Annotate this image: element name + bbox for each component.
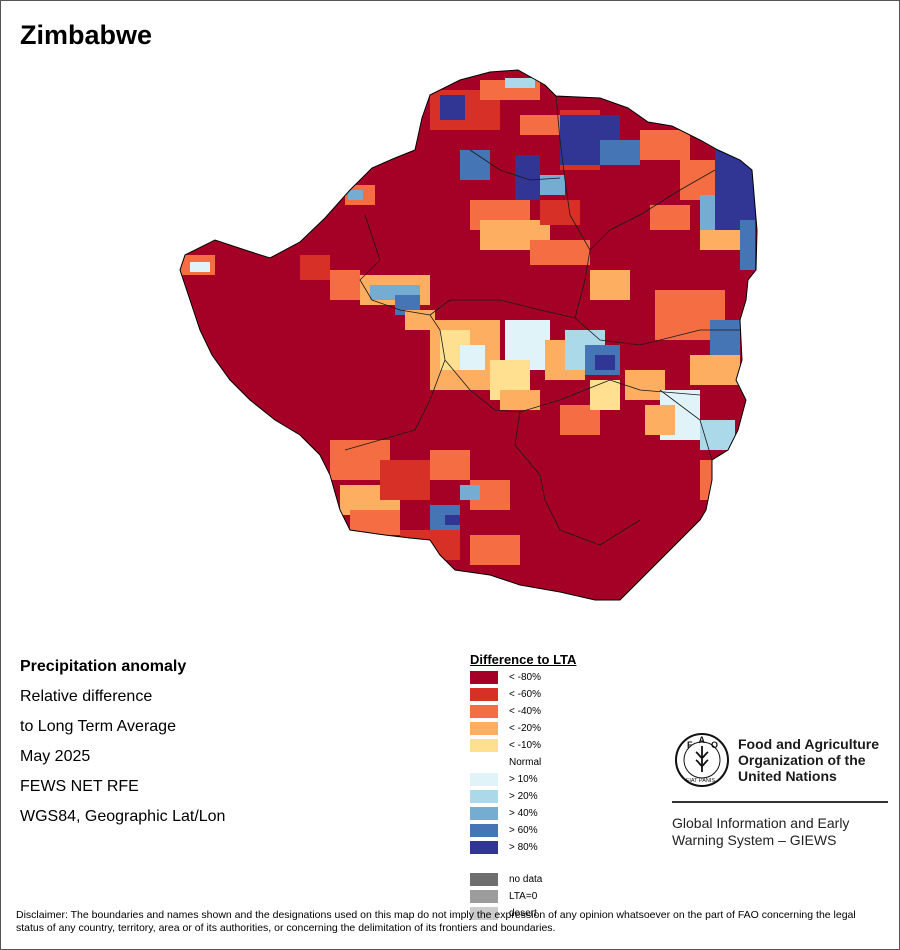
anomaly-patch xyxy=(530,240,590,265)
map-title: Zimbabwe xyxy=(20,20,153,50)
legend-label: > 60% xyxy=(509,825,538,836)
anomaly-patch xyxy=(505,78,535,88)
precipitation-anomaly-map xyxy=(179,69,758,601)
anomaly-patch xyxy=(625,370,665,400)
anomaly-patch xyxy=(515,155,540,200)
anomaly-patch xyxy=(500,390,540,410)
anomaly-patch xyxy=(440,95,465,120)
legend-swatch xyxy=(470,705,498,718)
anomaly-patch xyxy=(650,205,690,230)
info-line-measure: Relative difference xyxy=(20,688,153,705)
anomaly-patch xyxy=(460,345,485,370)
legend-swatch xyxy=(470,873,498,886)
giews-name-line: Warning System – GIEWS xyxy=(672,832,837,848)
legend-label: LTA=0 xyxy=(509,891,538,902)
anomaly-patch xyxy=(300,255,330,280)
organization-name-line: Food and Agriculture xyxy=(738,736,880,752)
disclaimer-text: Disclaimer: The boundaries and names sho… xyxy=(16,909,856,934)
legend-swatch xyxy=(470,807,498,820)
logo-motto: FIAT PANIS xyxy=(686,778,715,784)
giews-name-line: Global Information and Early xyxy=(672,815,850,831)
divider xyxy=(672,801,888,803)
anomaly-patch xyxy=(710,320,740,360)
anomaly-patch xyxy=(680,160,720,200)
legend-label: < -10% xyxy=(509,740,541,751)
organization-name-line: United Nations xyxy=(738,768,837,784)
legend-swatch xyxy=(470,907,498,920)
legend-swatch xyxy=(470,824,498,837)
anomaly-patch xyxy=(700,420,735,450)
legend-label: > 20% xyxy=(509,791,538,802)
legend-label: Normal xyxy=(509,757,542,768)
anomaly-patch xyxy=(540,175,565,195)
legend-swatch xyxy=(470,773,498,786)
svg-text:F: F xyxy=(687,740,693,750)
legend-swatch xyxy=(470,688,498,701)
organization-name-line: Organization of the xyxy=(738,752,866,768)
anomaly-patch xyxy=(595,355,615,370)
organization-name: Food and Agriculture Organization of the… xyxy=(738,736,879,784)
legend-label: < -60% xyxy=(509,689,541,700)
anomaly-patch xyxy=(690,355,740,385)
anomaly-patch xyxy=(590,270,630,300)
legend-label: > 40% xyxy=(509,808,538,819)
anomaly-patch xyxy=(640,130,690,160)
info-line-variable: Precipitation anomaly xyxy=(20,658,187,675)
anomaly-patch xyxy=(460,485,480,500)
anomaly-patch xyxy=(700,460,720,500)
legend-swatch xyxy=(470,790,498,803)
anomaly-patch xyxy=(590,380,620,410)
anomaly-patch xyxy=(645,405,675,435)
legend-label: > 10% xyxy=(509,774,538,785)
anomaly-patch xyxy=(190,262,210,272)
anomaly-patch xyxy=(520,115,560,135)
legend-label: no data xyxy=(509,874,543,885)
anomaly-patch xyxy=(460,150,490,180)
legend-swatch xyxy=(470,841,498,854)
legend-swatch xyxy=(470,890,498,903)
anomaly-patch xyxy=(405,310,435,330)
info-line-measure-2: to Long Term Average xyxy=(20,718,176,735)
anomaly-patch xyxy=(700,230,740,250)
giews-name: Global Information and Early Warning Sys… xyxy=(672,815,849,849)
legend-label: < -80% xyxy=(509,672,541,683)
legend-swatch xyxy=(470,722,498,735)
legend: Difference to LTA < -80% < -60% < -40% < -2… xyxy=(470,652,577,920)
info-line-source: FEWS NET RFE xyxy=(20,778,139,795)
legend-label: < -20% xyxy=(509,723,541,734)
legend-swatch xyxy=(470,671,498,684)
anomaly-patch xyxy=(445,515,460,525)
map-info-block: Precipitation anomaly Relative differenc… xyxy=(20,656,225,836)
anomaly-patch xyxy=(380,460,430,500)
anomaly-patch xyxy=(600,140,640,165)
anomaly-patch xyxy=(740,220,755,270)
legend-label: < -40% xyxy=(509,706,541,717)
anomaly-patch xyxy=(430,450,470,480)
legend-swatch xyxy=(470,739,498,752)
fao-logo: F A O FIAT PANIS xyxy=(675,733,729,787)
anomaly-patch xyxy=(348,190,363,200)
legend-label: desert xyxy=(509,908,537,919)
anomaly-patch xyxy=(400,530,460,560)
legend-title: Difference to LTA xyxy=(470,652,577,667)
info-line-projection: WGS84, Geographic Lat/Lon xyxy=(20,808,226,825)
anomaly-patch xyxy=(470,535,520,565)
svg-text:A: A xyxy=(699,735,706,745)
svg-text:O: O xyxy=(711,740,718,750)
anomaly-patch xyxy=(330,270,360,300)
legend-label: > 80% xyxy=(509,842,538,853)
info-line-period: May 2025 xyxy=(20,748,91,765)
legend-swatch xyxy=(470,756,498,769)
